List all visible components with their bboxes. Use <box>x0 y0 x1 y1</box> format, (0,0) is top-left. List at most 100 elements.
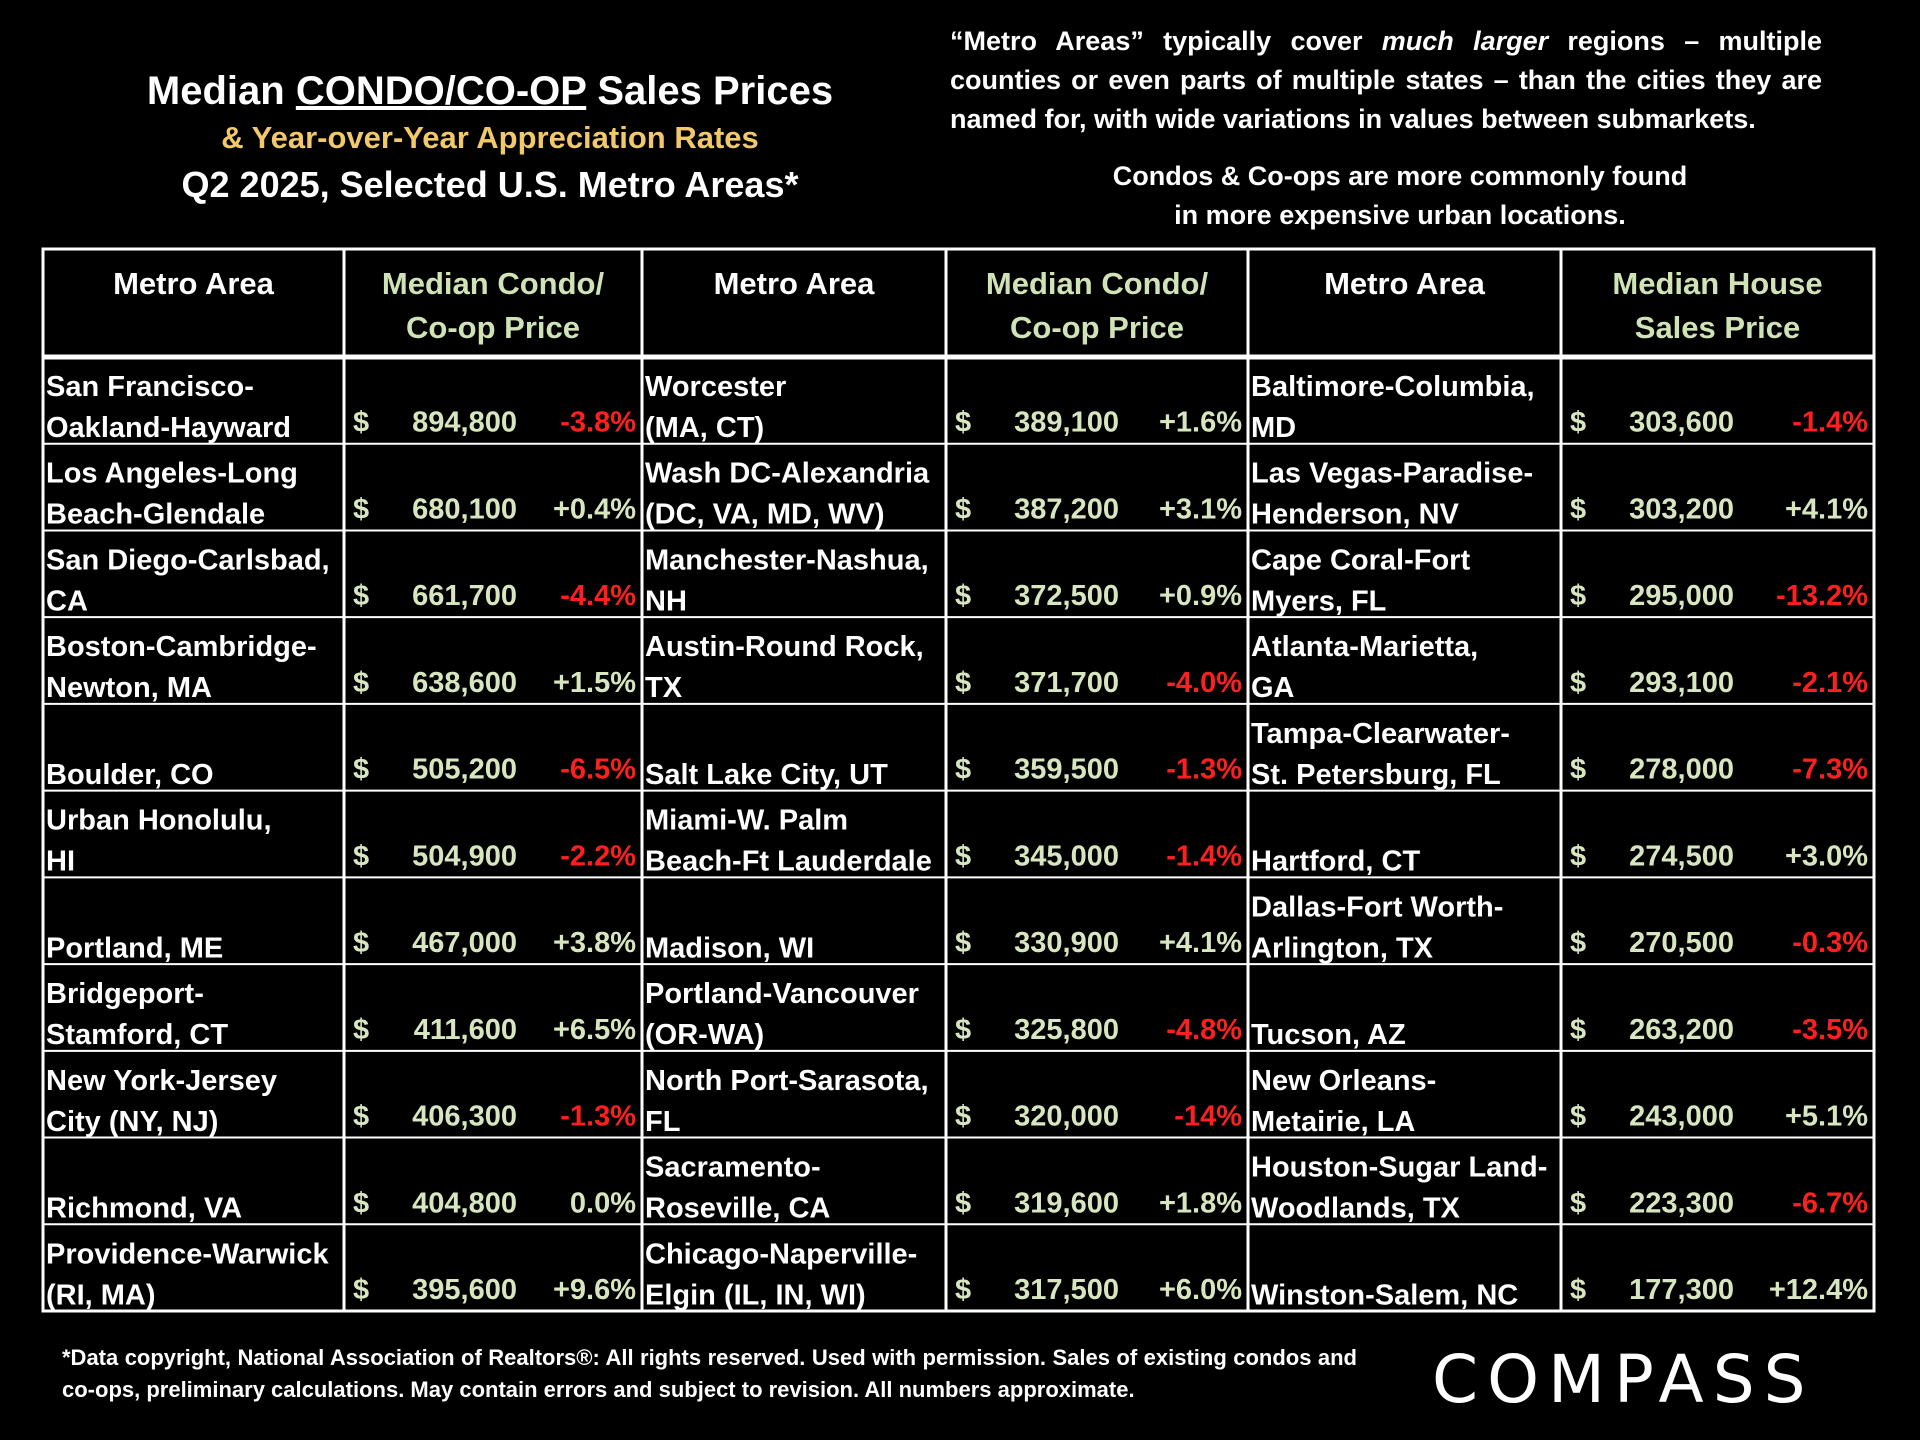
currency-symbol: $ <box>955 1014 971 1046</box>
currency-symbol: $ <box>955 1101 971 1133</box>
yoy-change: -1.3% <box>560 1101 636 1133</box>
currency-symbol: $ <box>353 1274 369 1306</box>
yoy-change: -0.3% <box>1792 927 1868 959</box>
currency-symbol: $ <box>353 1101 369 1133</box>
yoy-change: -1.4% <box>1792 407 1868 439</box>
currency-symbol: $ <box>955 1274 971 1306</box>
metro-name: St. Petersburg, FL <box>1251 759 1501 791</box>
median-price: 320,000 <box>1014 1101 1119 1133</box>
yoy-change: -4.4% <box>560 580 636 612</box>
metro-name: Portland, ME <box>46 932 223 964</box>
median-price: 359,500 <box>1014 754 1119 786</box>
currency-symbol: $ <box>1570 1101 1586 1133</box>
metro-name: (OR-WA) <box>645 1019 764 1051</box>
yoy-change: -3.8% <box>560 407 636 439</box>
median-price: 638,600 <box>412 667 517 699</box>
metro-name: Woodlands, TX <box>1251 1193 1461 1225</box>
table-frame <box>41 247 1876 1313</box>
currency-symbol: $ <box>955 1187 971 1219</box>
metro-name: Hartford, CT <box>1251 846 1420 878</box>
median-price: 387,200 <box>1014 493 1119 525</box>
median-price: 263,200 <box>1629 1014 1734 1046</box>
currency-symbol: $ <box>1570 1014 1586 1046</box>
metro-name: Bridgeport- <box>46 978 204 1010</box>
metro-name: Roseville, CA <box>645 1193 830 1225</box>
metro-name: FL <box>645 1106 680 1138</box>
metro-name: Tucson, AZ <box>1251 1019 1406 1051</box>
currency-symbol: $ <box>1570 493 1586 525</box>
metro-area-header: Metro Area <box>714 266 876 301</box>
median-price: 330,900 <box>1014 927 1119 959</box>
currency-symbol: $ <box>353 927 369 959</box>
metro-name: Miami-W. Palm <box>645 805 848 837</box>
metro-name: Urban Honolulu, <box>46 805 272 837</box>
yoy-change: -14% <box>1174 1101 1242 1133</box>
metro-name: Beach-Ft Lauderdale <box>645 846 932 878</box>
metro-name: Cape Coral-Fort <box>1251 544 1470 576</box>
metro-name: New Orleans- <box>1251 1065 1436 1097</box>
yoy-change: 0.0% <box>570 1187 636 1219</box>
median-price: 295,000 <box>1629 580 1734 612</box>
median-price: 303,200 <box>1629 493 1734 525</box>
metro-name: CA <box>46 585 88 617</box>
metro-name: Myers, FL <box>1251 585 1386 617</box>
yoy-change: +0.9% <box>1159 580 1242 612</box>
median-price: 270,500 <box>1629 927 1734 959</box>
metro-name: (DC, VA, MD, WV) <box>645 499 885 531</box>
currency-symbol: $ <box>353 580 369 612</box>
median-price: 406,300 <box>412 1101 517 1133</box>
metro-name: Austin-Round Rock, <box>645 631 924 663</box>
yoy-change: +4.1% <box>1159 927 1242 959</box>
metro-area-header: Metro Area <box>1324 266 1486 301</box>
median-price: 345,000 <box>1014 840 1119 872</box>
yoy-change: -4.8% <box>1166 1014 1242 1046</box>
yoy-change: +4.1% <box>1785 493 1868 525</box>
metro-name: HI <box>46 846 75 878</box>
median-price: 371,700 <box>1014 667 1119 699</box>
metro-name: Los Angeles-Long <box>46 458 298 490</box>
metro-name: Salt Lake City, UT <box>645 759 888 791</box>
yoy-change: +6.5% <box>553 1014 636 1046</box>
currency-symbol: $ <box>955 493 971 525</box>
price-header: Co-op Price <box>1010 310 1184 345</box>
median-price: 317,500 <box>1014 1274 1119 1306</box>
metro-name: Atlanta-Marietta, <box>1251 631 1478 663</box>
metro-name: Winston-Salem, NC <box>1251 1279 1518 1311</box>
metro-name: San Diego-Carlsbad, <box>46 544 330 576</box>
yoy-change: -3.5% <box>1792 1014 1868 1046</box>
currency-symbol: $ <box>1570 667 1586 699</box>
condo-location-note: Condos & Co-ops are more commonly found … <box>1112 161 1688 230</box>
median-price: 894,800 <box>412 407 517 439</box>
metro-name: Beach-Glendale <box>46 499 265 531</box>
metro-name: Providence-Warwick <box>46 1238 329 1270</box>
median-price: 274,500 <box>1629 840 1734 872</box>
compass-logo: COMPASS <box>1432 1341 1815 1418</box>
median-price: 293,100 <box>1629 667 1734 699</box>
currency-symbol: $ <box>955 754 971 786</box>
metro-area-header: Metro Area <box>113 266 275 301</box>
currency-symbol: $ <box>353 667 369 699</box>
median-price: 243,000 <box>1629 1101 1734 1133</box>
metro-name: Henderson, NV <box>1251 499 1460 531</box>
currency-symbol: $ <box>1570 1274 1586 1306</box>
metro-name: Chicago-Naperville- <box>645 1238 917 1270</box>
metro-name: Boulder, CO <box>46 759 214 791</box>
currency-symbol: $ <box>1570 840 1586 872</box>
metro-name: City (NY, NJ) <box>46 1106 218 1138</box>
yoy-change: -4.0% <box>1166 667 1242 699</box>
metro-name: (RI, MA) <box>46 1279 156 1311</box>
currency-symbol: $ <box>955 927 971 959</box>
yoy-change: -13.2% <box>1776 580 1868 612</box>
metro-name: Houston-Sugar Land- <box>1251 1152 1547 1184</box>
metro-name: (MA, CT) <box>645 412 764 444</box>
median-price: 389,100 <box>1014 407 1119 439</box>
currency-symbol: $ <box>353 493 369 525</box>
metro-name: MD <box>1251 412 1296 444</box>
currency-symbol: $ <box>955 580 971 612</box>
price-header: Sales Price <box>1635 310 1800 345</box>
median-price: 467,000 <box>412 927 517 959</box>
yoy-change: +9.6% <box>553 1274 636 1306</box>
median-price: 319,600 <box>1014 1187 1119 1219</box>
price-header: Co-op Price <box>406 310 580 345</box>
